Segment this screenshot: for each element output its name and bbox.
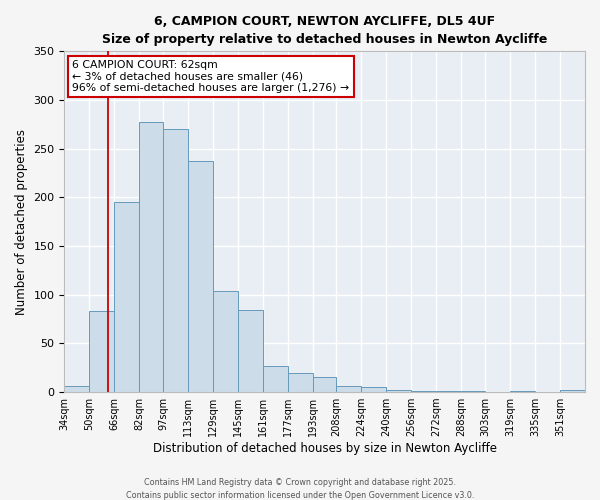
Bar	[386, 390, 412, 392]
Text: Contains HM Land Registry data © Crown copyright and database right 2025.
Contai: Contains HM Land Registry data © Crown c…	[126, 478, 474, 500]
X-axis label: Distribution of detached houses by size in Newton Aycliffe: Distribution of detached houses by size …	[153, 442, 497, 455]
Bar	[313, 376, 337, 392]
Bar	[139, 122, 163, 392]
Bar	[115, 202, 139, 392]
Bar	[510, 391, 535, 392]
Bar	[238, 310, 263, 392]
Bar	[361, 387, 386, 392]
Title: 6, CAMPION COURT, NEWTON AYCLIFFE, DL5 4UF
Size of property relative to detached: 6, CAMPION COURT, NEWTON AYCLIFFE, DL5 4…	[102, 15, 547, 46]
Bar	[461, 391, 485, 392]
Bar	[89, 312, 115, 392]
Bar	[436, 391, 461, 392]
Bar	[263, 366, 288, 392]
Bar	[64, 386, 89, 392]
Bar	[412, 391, 436, 392]
Bar	[288, 372, 313, 392]
Bar	[560, 390, 585, 392]
Text: 6 CAMPION COURT: 62sqm
← 3% of detached houses are smaller (46)
96% of semi-deta: 6 CAMPION COURT: 62sqm ← 3% of detached …	[72, 60, 349, 93]
Bar	[337, 386, 361, 392]
Bar	[163, 129, 188, 392]
Bar	[213, 291, 238, 392]
Y-axis label: Number of detached properties: Number of detached properties	[15, 128, 28, 314]
Bar	[188, 162, 213, 392]
